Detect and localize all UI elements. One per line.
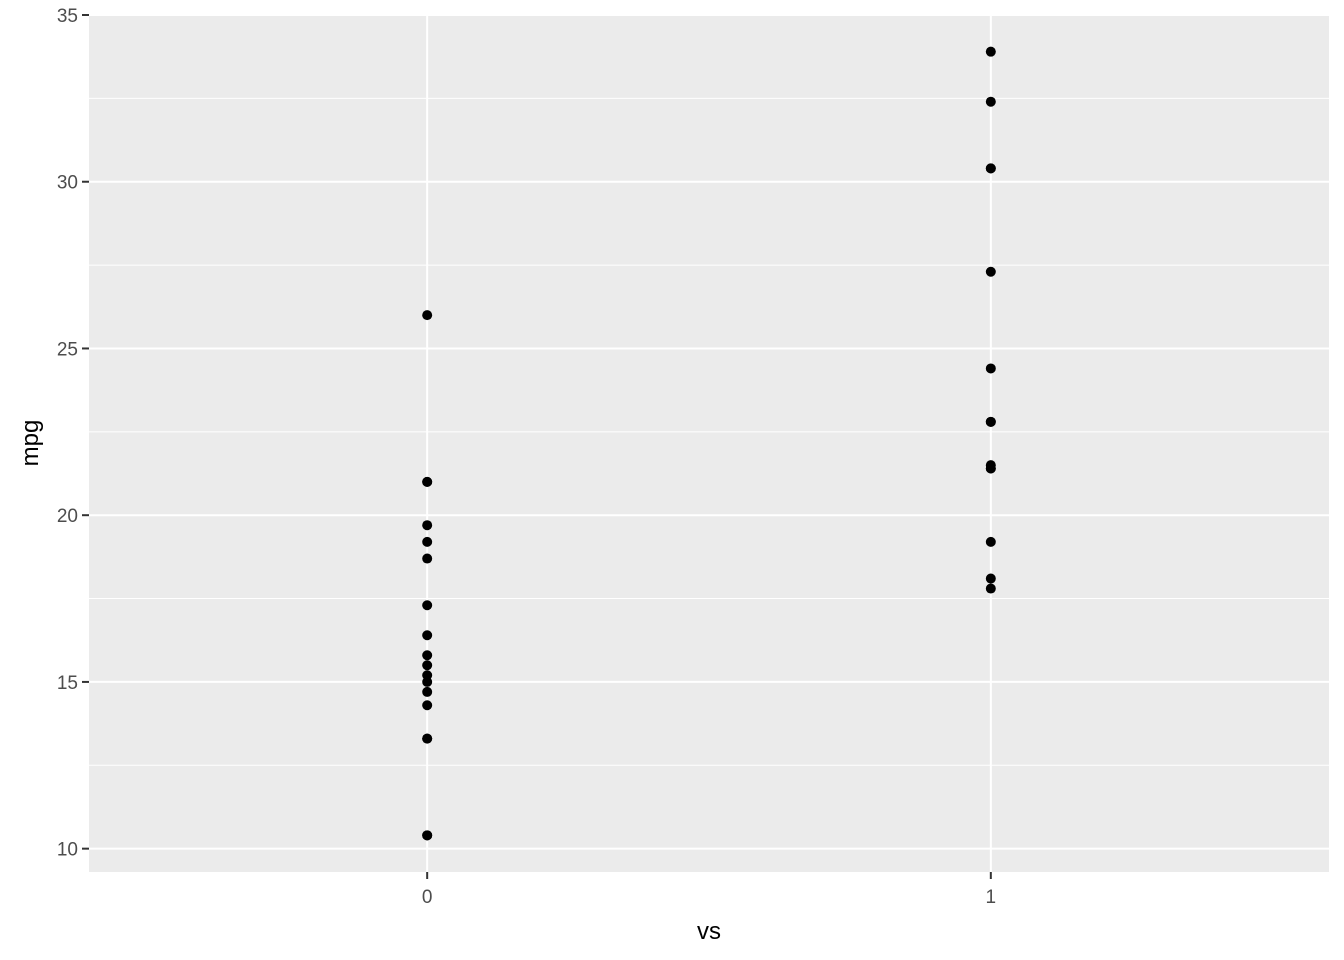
y-tick-label: 25: [57, 339, 78, 360]
data-point: [985, 266, 996, 277]
y-axis-title: mpg: [17, 420, 44, 467]
y-axis: 10 15 20 25 30 35: [57, 6, 89, 861]
data-point: [422, 310, 433, 321]
data-point: [985, 46, 996, 57]
data-point: [985, 536, 996, 547]
y-tick-label: 15: [57, 673, 78, 694]
y-tick-label: 10: [57, 840, 78, 861]
data-point: [422, 536, 433, 547]
x-tick-label: 0: [422, 887, 433, 908]
data-point: [985, 463, 996, 474]
data-point: [422, 600, 433, 611]
data-point: [422, 630, 433, 641]
data-point: [985, 363, 996, 374]
minor-gridlines: [89, 97, 1329, 766]
data-point: [985, 583, 996, 594]
data-point: [422, 553, 433, 564]
data-point: [985, 163, 996, 174]
y-tick-label: 35: [57, 6, 78, 27]
data-point: [422, 650, 433, 661]
data-points: [422, 46, 996, 841]
data-point: [422, 660, 433, 671]
data-point: [422, 733, 433, 744]
y-tick-label: 20: [57, 506, 78, 527]
data-point: [985, 416, 996, 427]
data-point: [422, 676, 433, 687]
data-point: [422, 830, 433, 841]
data-point: [422, 686, 433, 697]
major-gridlines: [89, 14, 1329, 872]
plot-panel: [89, 15, 1329, 872]
y-tick-label: 30: [57, 173, 78, 194]
x-tick-label: 1: [986, 887, 997, 908]
data-point: [422, 520, 433, 531]
data-point: [985, 573, 996, 584]
data-point: [422, 700, 433, 711]
data-point: [422, 476, 433, 487]
data-point: [985, 96, 996, 107]
x-axis-title: vs: [697, 918, 721, 945]
